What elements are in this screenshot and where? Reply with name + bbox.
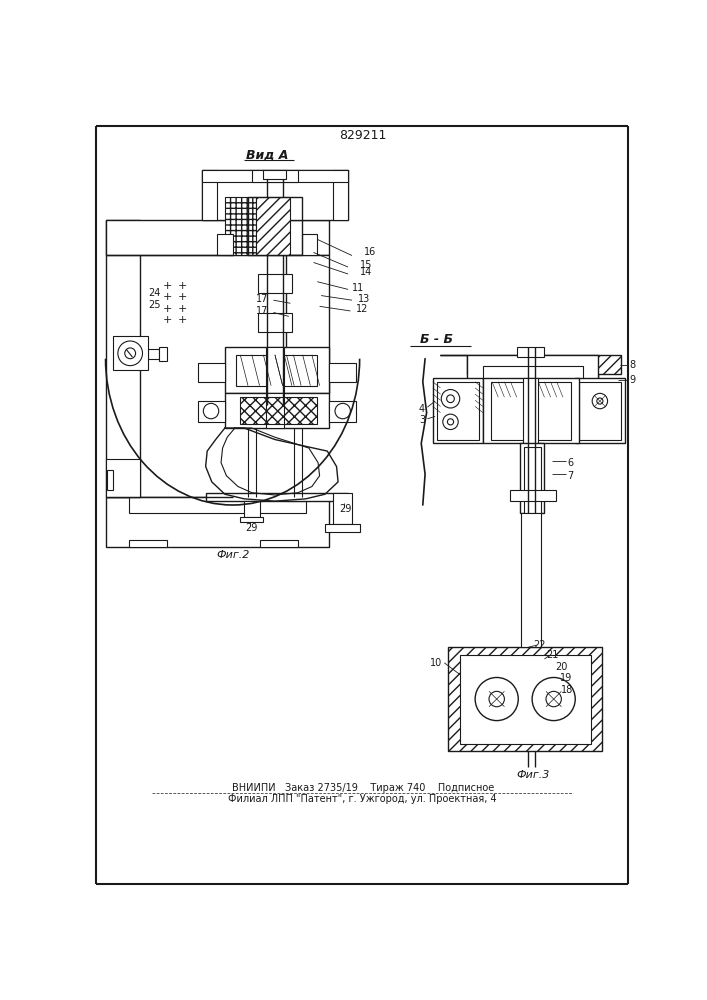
Polygon shape [286,495,310,501]
Bar [248,197,302,255]
Text: 8: 8 [629,360,636,370]
Polygon shape [201,170,348,220]
Text: 15: 15 [360,260,372,270]
Polygon shape [333,170,348,220]
Text: 17: 17 [257,294,269,304]
Polygon shape [510,490,556,501]
Polygon shape [523,378,538,443]
Polygon shape [286,255,329,393]
Text: +: + [163,281,172,291]
Polygon shape [329,363,356,382]
Polygon shape [240,517,264,522]
Text: +: + [163,292,172,302]
Polygon shape [483,378,579,443]
Bar [240,397,317,424]
Polygon shape [225,197,256,255]
Polygon shape [520,443,544,513]
Text: 22: 22 [533,640,545,650]
Polygon shape [302,234,317,255]
Text: 29: 29 [245,523,258,533]
Polygon shape [483,366,583,386]
Text: 21: 21 [546,650,559,660]
Polygon shape [518,347,544,357]
Text: 24: 24 [148,288,160,298]
Bar [107,470,113,490]
Text: +: + [163,315,172,325]
Text: 7: 7 [568,471,574,481]
Polygon shape [206,493,348,501]
Polygon shape [244,501,259,517]
Polygon shape [105,497,329,547]
Polygon shape [258,312,292,332]
Text: 29: 29 [339,504,352,514]
Polygon shape [256,197,291,255]
Polygon shape [129,497,305,513]
Text: 18: 18 [561,685,573,695]
Polygon shape [579,382,621,440]
Polygon shape [105,220,140,497]
Text: 6: 6 [568,458,573,468]
Text: 13: 13 [358,294,370,304]
Polygon shape [148,349,160,359]
Polygon shape [333,493,352,524]
Text: 19: 19 [560,673,572,683]
Polygon shape [198,363,225,382]
Polygon shape [491,382,571,440]
Polygon shape [236,355,317,386]
Polygon shape [160,347,167,361]
Polygon shape [437,382,479,440]
Polygon shape [105,220,329,255]
Polygon shape [259,540,298,547]
Text: +: + [178,281,187,291]
Polygon shape [105,459,140,497]
Polygon shape [225,393,329,428]
Polygon shape [201,170,217,220]
Polygon shape [467,355,598,386]
Text: 10: 10 [430,658,442,668]
Polygon shape [240,495,264,501]
Polygon shape [198,401,225,422]
Text: +: + [178,304,187,314]
Text: 20: 20 [555,662,568,672]
Text: 14: 14 [360,267,372,277]
Text: Фиг.3: Фиг.3 [516,770,549,780]
Polygon shape [329,401,356,422]
Text: +: + [178,292,187,302]
Polygon shape [225,347,329,393]
Text: ВНИИПИ   Заказ 2735/19    Тираж 740    Подписное: ВНИИПИ Заказ 2735/19 Тираж 740 Подписное [232,783,494,793]
Text: 4: 4 [419,404,425,414]
Bar [113,336,148,370]
Polygon shape [258,274,292,293]
Text: 17: 17 [257,306,269,316]
Text: 829211: 829211 [339,129,387,142]
Polygon shape [201,170,348,182]
Text: 25: 25 [148,300,160,310]
Polygon shape [460,655,590,744]
Text: Вид А: Вид А [246,148,288,161]
Polygon shape [252,170,298,182]
Text: Б - Б: Б - Б [420,333,453,346]
Polygon shape [433,378,483,443]
Text: +: + [178,315,187,325]
Text: Филиал ЛПП "Патент", г. Ужгород, ул. Проектная, 4: Филиал ЛПП "Патент", г. Ужгород, ул. Про… [228,794,497,804]
Text: 12: 12 [356,304,368,314]
Text: Фиг.2: Фиг.2 [216,550,250,560]
Text: 11: 11 [352,283,364,293]
Text: 3: 3 [419,415,425,425]
Polygon shape [524,447,541,513]
Polygon shape [325,524,360,532]
Text: +: + [163,304,172,314]
Polygon shape [266,393,284,428]
Polygon shape [521,513,541,647]
Bar [264,170,286,179]
Text: 9: 9 [629,375,636,385]
Text: 16: 16 [363,247,375,257]
Polygon shape [129,540,167,547]
Polygon shape [440,355,621,382]
Polygon shape [575,378,625,443]
Polygon shape [266,347,284,393]
Polygon shape [448,647,602,751]
Polygon shape [217,234,233,255]
